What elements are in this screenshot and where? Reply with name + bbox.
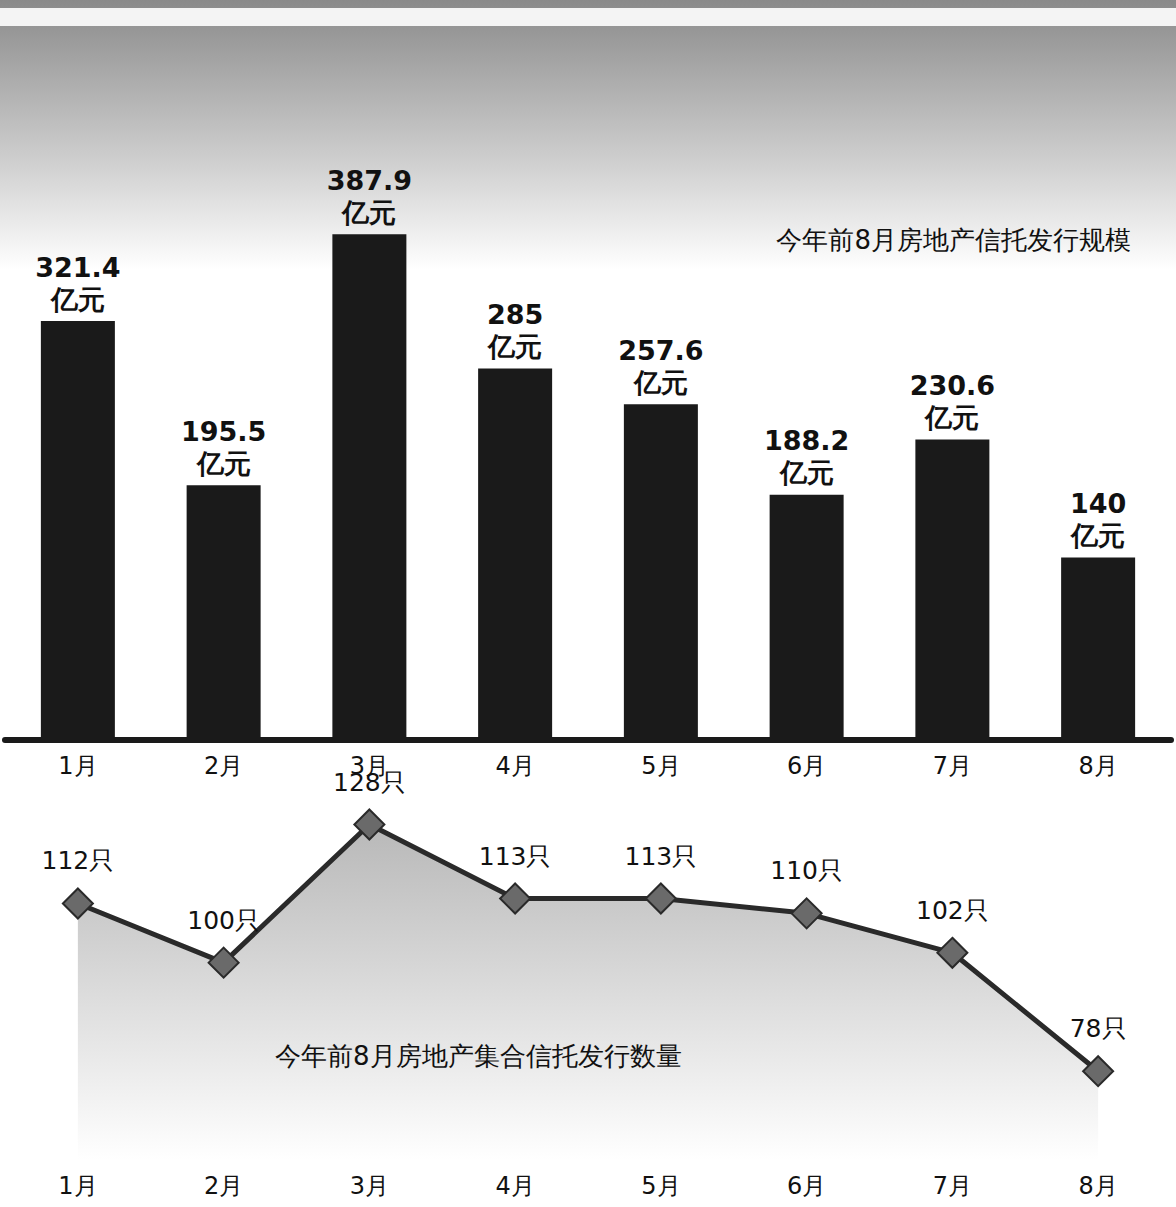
svg-text:亿元: 亿元 (341, 197, 396, 228)
svg-text:78只: 78只 (1070, 1014, 1127, 1043)
svg-text:113只: 113只 (625, 842, 698, 871)
svg-text:1月: 1月 (58, 1172, 97, 1200)
svg-text:8月: 8月 (1078, 752, 1117, 780)
svg-text:亿元: 亿元 (196, 448, 251, 479)
svg-text:亿元: 亿元 (487, 331, 542, 362)
svg-text:亿元: 亿元 (50, 284, 105, 315)
svg-text:8月: 8月 (1078, 1172, 1117, 1200)
svg-text:113只: 113只 (479, 842, 552, 871)
svg-text:112只: 112只 (42, 846, 115, 875)
svg-text:140: 140 (1070, 488, 1126, 519)
svg-text:102只: 102只 (916, 896, 989, 925)
svg-text:5月: 5月 (641, 752, 680, 780)
svg-text:321.4: 321.4 (35, 252, 120, 283)
svg-text:188.2: 188.2 (764, 425, 849, 456)
svg-text:3月: 3月 (350, 1172, 389, 1200)
svg-text:4月: 4月 (495, 1172, 534, 1200)
svg-text:387.9: 387.9 (327, 165, 412, 196)
svg-text:100只: 100只 (187, 906, 260, 935)
svg-text:257.6: 257.6 (618, 335, 703, 366)
svg-text:2月: 2月 (204, 752, 243, 780)
svg-text:3月: 3月 (349, 752, 389, 780)
svg-text:230.6: 230.6 (910, 370, 995, 401)
svg-text:5月: 5月 (641, 1172, 680, 1200)
svg-text:110只: 110只 (770, 856, 843, 885)
svg-text:亿元: 亿元 (1070, 520, 1125, 551)
svg-text:2月: 2月 (204, 1172, 243, 1200)
svg-text:6月: 6月 (787, 1172, 826, 1200)
svg-text:今年前8月房地产信托发行规模: 今年前8月房地产信托发行规模 (776, 225, 1131, 255)
svg-text:1月: 1月 (58, 752, 97, 780)
svg-text:亿元: 亿元 (633, 367, 688, 398)
svg-text:6月: 6月 (787, 752, 826, 780)
svg-text:亿元: 亿元 (924, 402, 979, 433)
svg-text:亿元: 亿元 (779, 457, 834, 488)
svg-text:128只: 128只 (333, 768, 406, 797)
svg-text:7月: 7月 (933, 752, 972, 780)
svg-text:7月: 7月 (933, 1172, 972, 1200)
svg-text:4月: 4月 (495, 752, 534, 780)
svg-text:285: 285 (487, 299, 543, 330)
svg-text:今年前8月房地产集合信托发行数量: 今年前8月房地产集合信托发行数量 (275, 1041, 682, 1071)
svg-text:195.5: 195.5 (181, 416, 266, 447)
